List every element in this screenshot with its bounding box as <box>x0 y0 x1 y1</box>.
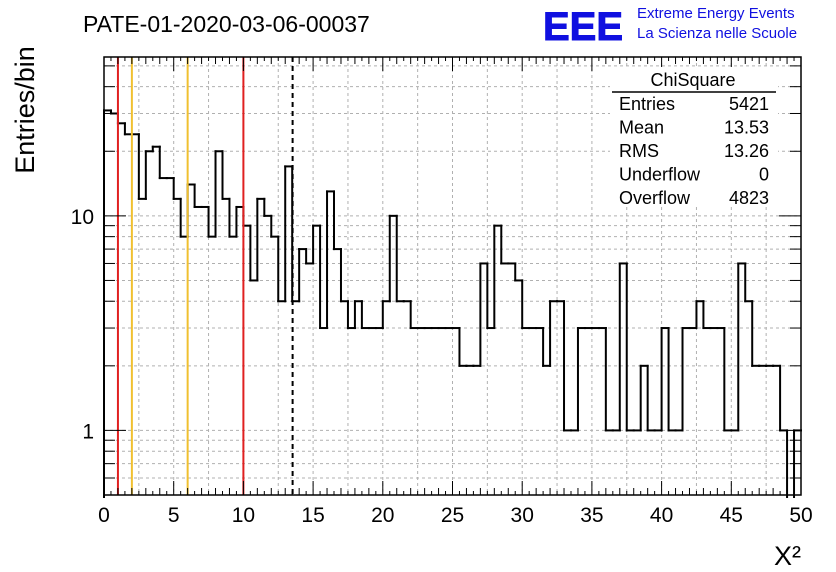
y-axis-label: Entries/bin <box>10 46 40 174</box>
stats-row-label: Overflow <box>619 188 691 208</box>
x-axis-label: X² <box>774 541 801 571</box>
stats-row-value: 0 <box>759 165 769 185</box>
x-tick-label: 35 <box>580 504 603 527</box>
stats-row-value: 4823 <box>729 188 769 208</box>
axis-ticks <box>103 57 802 495</box>
stats-row-value: 5421 <box>729 94 769 114</box>
stats-row-label: Entries <box>619 94 675 114</box>
stats-box-background <box>610 67 778 207</box>
logo-mark: EEE <box>543 5 623 49</box>
stats-row-label: Underflow <box>619 165 701 185</box>
stats-row-label: RMS <box>619 141 659 161</box>
stats-row-label: Mean <box>619 118 664 138</box>
logo-line-1: Extreme Energy Events <box>637 5 795 22</box>
logo-line-2: La Scienza nelle Scuole <box>637 25 797 42</box>
x-tick-label: 25 <box>441 504 464 527</box>
x-tick-label: 40 <box>650 504 673 527</box>
logo: EEE Extreme Energy Events La Scienza nel… <box>543 5 798 50</box>
x-tick-label: 15 <box>301 504 324 527</box>
chart-title: PATE-01-2020-03-06-00037 <box>83 11 370 37</box>
stats-title: ChiSquare <box>650 70 735 90</box>
y-tick-label: 1 <box>82 420 94 443</box>
histogram-bins <box>103 109 802 498</box>
stats-box: ChiSquare Entries 5421 Mean 13.53 RMS 13.26 Un… <box>610 67 778 208</box>
y-tick-label: 10 <box>71 206 94 229</box>
stats-rows: Entries 5421 Mean 13.53 RMS 13.26 Underflow 0 Ov… <box>619 94 769 208</box>
reference-lines <box>116 57 294 495</box>
stats-row-value: 13.53 <box>724 118 769 138</box>
x-tick-label: 45 <box>720 504 743 527</box>
x-tick-label: 30 <box>511 504 534 527</box>
x-tick-label: 10 <box>232 504 255 527</box>
tick-labels: 0 5 10 15 20 25 30 35 40 45 50 1 10 <box>71 206 813 527</box>
x-tick-label: 0 <box>98 504 110 527</box>
x-tick-label: 5 <box>168 504 180 527</box>
x-tick-label: 50 <box>789 504 812 527</box>
x-tick-label: 20 <box>371 504 394 527</box>
stats-row-value: 13.26 <box>724 141 769 161</box>
